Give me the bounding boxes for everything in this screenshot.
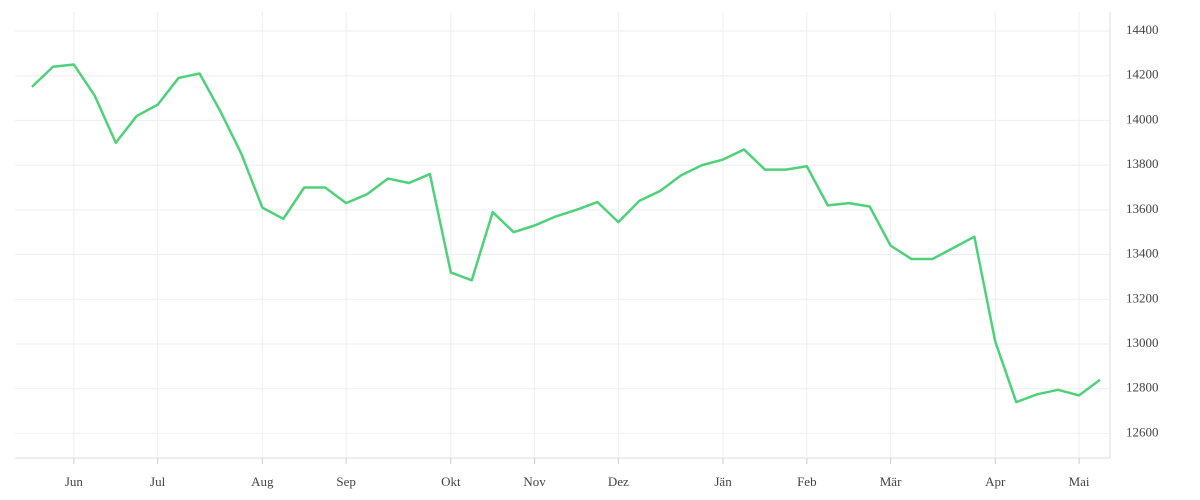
- y-tick-label: 14000: [1126, 111, 1159, 126]
- x-tick-label: Nov: [523, 474, 546, 489]
- x-tick-label: Aug: [251, 474, 274, 489]
- x-tick-label: Feb: [797, 474, 817, 489]
- x-tick-label: Sep: [336, 474, 356, 489]
- y-tick-label: 13200: [1126, 290, 1159, 305]
- x-tick-label: Jul: [150, 474, 166, 489]
- y-tick-label: 13400: [1126, 246, 1159, 261]
- y-tick-label: 12600: [1126, 424, 1159, 439]
- x-tick-label: Okt: [441, 474, 461, 489]
- y-tick-label: 13600: [1126, 201, 1159, 216]
- y-tick-label: 14200: [1126, 67, 1159, 82]
- y-tick-label: 14400: [1126, 22, 1159, 37]
- y-tick-label: 13800: [1126, 156, 1159, 171]
- x-tick-label: Jun: [65, 474, 84, 489]
- y-tick-label: 12800: [1126, 380, 1159, 395]
- x-tick-label: Dez: [608, 474, 629, 489]
- y-tick-label: 13000: [1126, 335, 1159, 350]
- line-series: [31, 63, 1101, 404]
- x-tick-label: Mai: [1069, 474, 1090, 489]
- x-tick-label: Jän: [714, 474, 732, 489]
- x-tick-label: Mär: [880, 474, 902, 489]
- x-tick-label: Apr: [985, 474, 1006, 489]
